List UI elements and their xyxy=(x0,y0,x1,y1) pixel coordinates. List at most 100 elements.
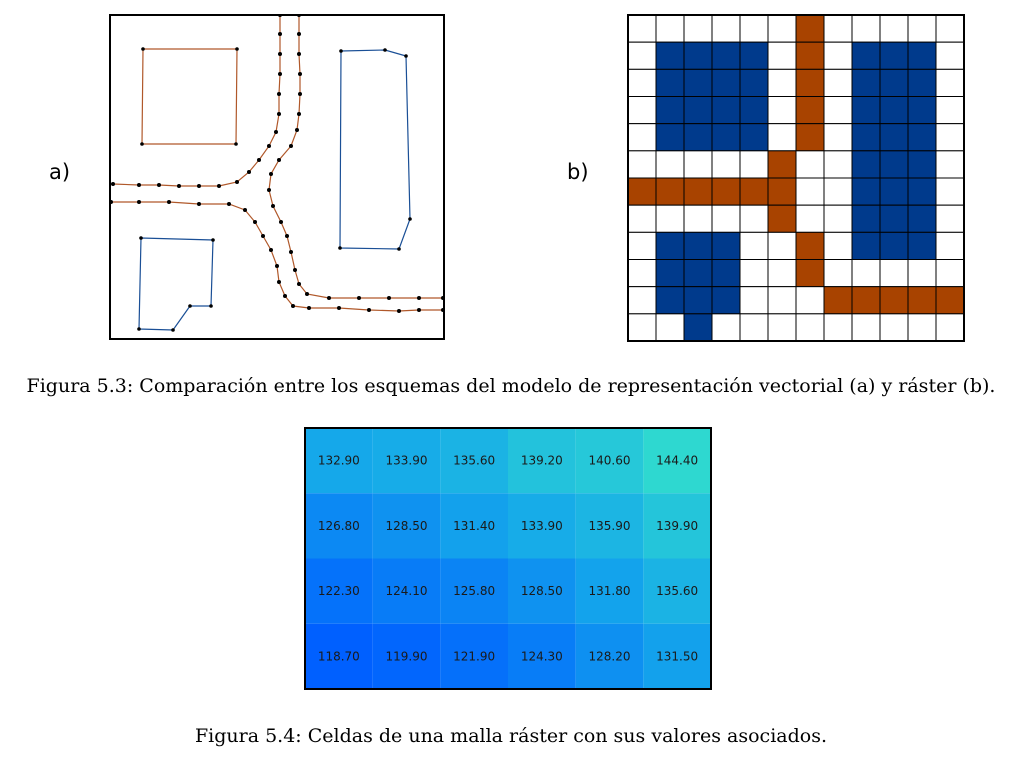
raster-model-figure xyxy=(627,14,965,342)
raster-cell-empty xyxy=(627,41,657,70)
raster-cell-water xyxy=(851,150,881,179)
raster-cell-water xyxy=(655,123,685,152)
raster-cell-water xyxy=(907,231,937,260)
raster-cell-empty xyxy=(767,14,797,43)
raster-cell-empty xyxy=(683,204,713,233)
road-line-vertex xyxy=(283,294,287,298)
raster-cell-water xyxy=(683,123,713,152)
vector-model-figure xyxy=(109,14,445,340)
road-line-vertex xyxy=(177,184,181,188)
irregular-polygon-vertex xyxy=(188,304,192,308)
raster-cell-water xyxy=(683,68,713,97)
raster-value-label: 118.70 xyxy=(318,649,360,663)
raster-value-cell xyxy=(508,428,576,494)
raster-value-label: 131.50 xyxy=(656,649,698,663)
raster-cell-water xyxy=(683,231,713,260)
raster-cell-water xyxy=(879,68,909,97)
raster-cell-water xyxy=(739,96,769,125)
road-line-vertex xyxy=(397,309,401,313)
raster-values-frame xyxy=(304,427,712,690)
raster-cell-water xyxy=(907,96,937,125)
road-line-vertex xyxy=(261,234,265,238)
raster-cell-empty xyxy=(851,14,881,43)
raster-cell-empty xyxy=(823,313,853,342)
raster-cell-water xyxy=(879,41,909,70)
road-line-vertex xyxy=(278,72,282,76)
raster-cell-road xyxy=(767,150,797,179)
road-line-vertex xyxy=(357,296,361,300)
raster-cell-water xyxy=(739,41,769,70)
raster-cell-water xyxy=(907,177,937,206)
raster-value-cell xyxy=(440,623,508,689)
raster-cell-empty xyxy=(935,313,965,342)
raster-cell-road xyxy=(795,96,825,125)
raster-value-cell xyxy=(643,428,711,494)
raster-cell-empty xyxy=(627,259,657,288)
raster-value-label: 135.60 xyxy=(656,584,698,598)
road-line-vertex xyxy=(157,183,161,187)
road-line-vertex xyxy=(137,200,141,204)
raster-cell-empty xyxy=(711,313,741,342)
road-line-vertex xyxy=(417,308,421,312)
raster-cell-water xyxy=(851,96,881,125)
raster-cell-empty xyxy=(935,123,965,152)
road-line-vertex xyxy=(277,92,281,96)
raster-value-label: 128.50 xyxy=(386,519,428,533)
raster-value-label: 135.90 xyxy=(589,519,631,533)
road-line-vertex xyxy=(297,32,301,36)
road-line-vertex xyxy=(297,282,301,286)
raster-cell-empty xyxy=(627,68,657,97)
raster-value-cell xyxy=(440,558,508,624)
raster-cell-empty xyxy=(851,259,881,288)
raster-cell-water xyxy=(655,41,685,70)
raster-value-label: 133.90 xyxy=(386,454,428,468)
raster-cell-road xyxy=(627,177,657,206)
raster-cell-road xyxy=(823,286,853,315)
raster-cell-empty xyxy=(767,41,797,70)
raster-cell-empty xyxy=(627,286,657,315)
raster-value-cell xyxy=(440,493,508,559)
raster-cell-empty xyxy=(739,286,769,315)
raster-cell-water xyxy=(879,177,909,206)
raster-cell-water xyxy=(879,96,909,125)
raster-cell-water xyxy=(655,259,685,288)
raster-cell-empty xyxy=(627,123,657,152)
rectangle-polygon-vertex xyxy=(338,246,342,250)
raster-cell-empty xyxy=(935,96,965,125)
raster-cell-water xyxy=(879,150,909,179)
raster-cell-water xyxy=(739,68,769,97)
road-line-vertex xyxy=(269,248,273,252)
raster-cell-empty xyxy=(767,68,797,97)
road-line-vertex xyxy=(277,280,281,284)
raster-cell-road xyxy=(795,123,825,152)
raster-value-cells: 132.90 133.90 135.60 139.20 140.60 144.40 126.… xyxy=(305,428,711,689)
irregular-polygon-vertex xyxy=(137,327,141,331)
raster-cell-water xyxy=(907,68,937,97)
raster-cell-empty xyxy=(879,313,909,342)
raster-cell-water xyxy=(683,259,713,288)
raster-cell-empty xyxy=(823,68,853,97)
raster-cell-water xyxy=(907,41,937,70)
raster-value-label: 140.60 xyxy=(589,454,631,468)
raster-value-label: 133.90 xyxy=(521,519,563,533)
raster-cell-road xyxy=(655,177,685,206)
raster-cell-road xyxy=(739,177,769,206)
raster-cell-water xyxy=(879,231,909,260)
raster-value-label: 124.30 xyxy=(521,649,563,663)
raster-cell-empty xyxy=(767,259,797,288)
road-line-vertex xyxy=(337,306,341,310)
raster-cell-road xyxy=(683,177,713,206)
road-line-vertex xyxy=(243,208,247,212)
raster-cell-empty xyxy=(767,313,797,342)
raster-cell-water xyxy=(655,96,685,125)
raster-cell-water xyxy=(851,41,881,70)
raster-value-cell xyxy=(643,558,711,624)
raster-cell-empty xyxy=(823,259,853,288)
raster-cell-empty xyxy=(627,313,657,342)
rectangle-polygon-vertex xyxy=(408,217,412,221)
raster-cell-empty xyxy=(823,204,853,233)
road-line-vertex xyxy=(267,144,271,148)
raster-cell-water xyxy=(851,68,881,97)
raster-cell-empty xyxy=(739,14,769,43)
road-line-vertex xyxy=(277,112,281,116)
